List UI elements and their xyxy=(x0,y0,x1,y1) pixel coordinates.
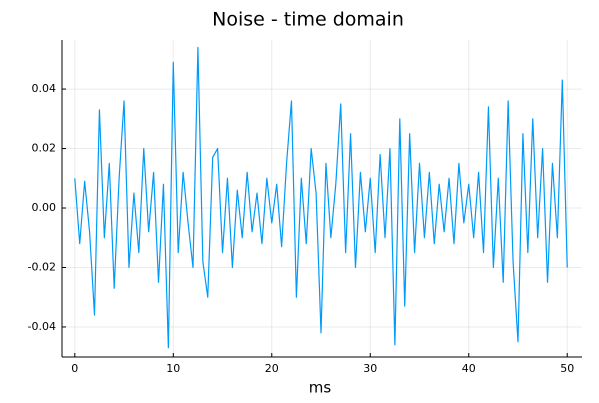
y-tick-label: 0.02 xyxy=(32,142,57,155)
chart-title: Noise - time domain xyxy=(212,9,404,31)
x-axis-label: ms xyxy=(309,379,332,397)
y-tick-label: 0.00 xyxy=(32,201,57,214)
x-tick-label: 0 xyxy=(71,362,78,375)
x-tick-label: 30 xyxy=(363,362,377,375)
x-tick-label: 10 xyxy=(166,362,180,375)
line xyxy=(74,46,568,349)
y-tick-label: 0.04 xyxy=(32,82,57,95)
y-tick-label: -0.04 xyxy=(28,320,56,333)
x-tick-label: 50 xyxy=(560,362,574,375)
x-tick-label: 20 xyxy=(265,362,279,375)
x-tick-label: 40 xyxy=(462,362,476,375)
y-tick-label: -0.02 xyxy=(28,260,56,273)
